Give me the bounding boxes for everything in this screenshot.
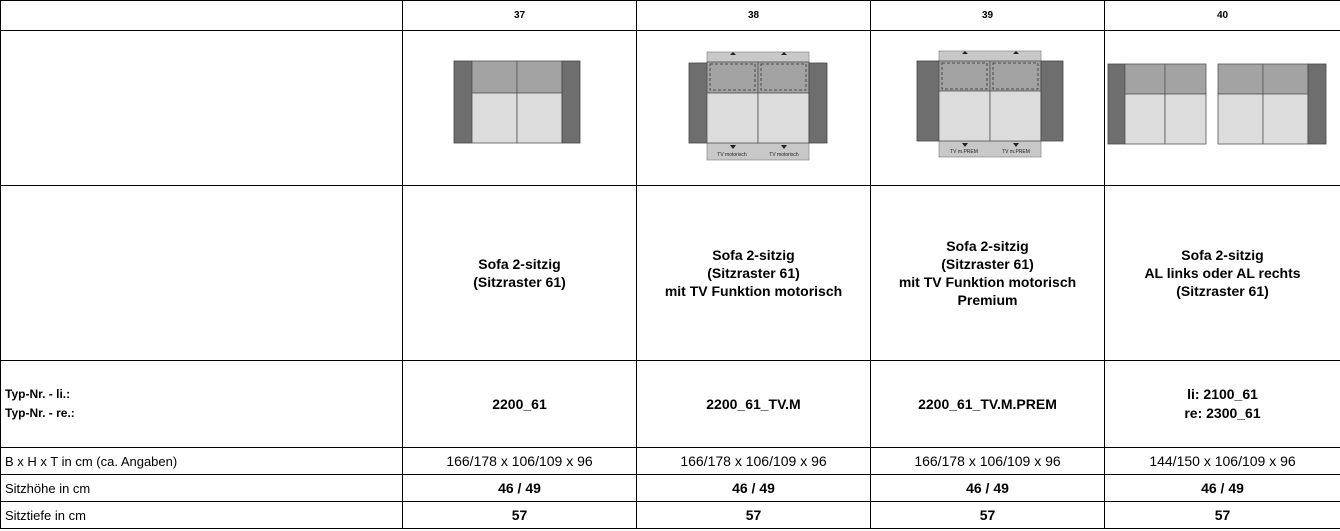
text-line: (Sitzraster 61) <box>707 265 800 281</box>
text-line: 2200_61_TV.M <box>706 395 801 412</box>
type-cell: li: 2100_61 re: 2300_61 <box>1104 360 1340 448</box>
text-line: li: 2100_61 <box>1187 386 1258 402</box>
header-cell: 40 <box>1104 0 1340 31</box>
type-label-cell: Typ-Nr. - li.: Typ-Nr. - re.: <box>0 360 403 448</box>
header-cell: 37 <box>402 0 637 31</box>
sketch-label: TV m.PREM <box>950 149 978 155</box>
spec-cell: 57 <box>636 501 871 529</box>
sketch-label: TV motorisch <box>717 152 747 158</box>
image-cell: TV motorisch TV motorisch <box>636 30 871 186</box>
spec-row: Sitzhöhe in cm 46 / 49 46 / 49 46 / 49 46 / … <box>0 474 1340 502</box>
text-line: (Sitzraster 61) <box>473 274 566 290</box>
row-label: Sitztiefe in cm <box>0 501 403 529</box>
description-cell: Sofa 2-sitzig (Sitzraster 61) mit TV Funkt… <box>870 185 1105 361</box>
text-line: 2200_61 <box>492 395 547 412</box>
header-row: 37 38 39 40 <box>0 0 1340 31</box>
spec-cell: 57 <box>1104 501 1340 529</box>
sofa-sketch <box>1107 63 1327 145</box>
image-cell: TV m.PREM TV m.PREM <box>870 30 1105 186</box>
image-cell <box>1104 30 1340 186</box>
type-cell: 2200_61 <box>402 360 637 448</box>
sofa-sketch: TV m.PREM TV m.PREM <box>916 50 1064 158</box>
text-line: re: 2300_61 <box>1184 405 1261 421</box>
type-cell: 2200_61_TV.M <box>636 360 871 448</box>
spec-cell: 166/178 x 106/109 x 96 <box>870 447 1105 475</box>
spec-cell: 144/150 x 106/109 x 96 <box>1104 447 1340 475</box>
description-row: Sofa 2-sitzig (Sitzraster 61) Sofa 2-sitz… <box>0 185 1340 361</box>
row-label: B x H x T in cm (ca. Angaben) <box>0 447 403 475</box>
spec-cell: 166/178 x 106/109 x 96 <box>636 447 871 475</box>
spec-cell: 57 <box>402 501 637 529</box>
sofa-sketch <box>453 60 581 144</box>
text-line: Premium <box>957 292 1018 308</box>
type-row: Typ-Nr. - li.: Typ-Nr. - re.: 2200_61 220… <box>0 360 1340 448</box>
text-line: mit TV Funktion motorisch <box>898 274 1077 290</box>
sketch-label: TV motorisch <box>769 152 799 158</box>
empty-cell <box>0 30 403 186</box>
spec-row: Sitztiefe in cm 57 57 57 57 <box>0 501 1340 529</box>
spec-cell: 46 / 49 <box>870 474 1105 502</box>
empty-cell <box>0 185 403 361</box>
text-line: (Sitzraster 61) <box>1176 283 1269 299</box>
type-cell: 2200_61_TV.M.PREM <box>870 360 1105 448</box>
description-cell: Sofa 2-sitzig AL links oder AL rechts (Sit… <box>1104 185 1340 361</box>
description-cell: Sofa 2-sitzig (Sitzraster 61) mit TV Funkt… <box>636 185 871 361</box>
header-cell: 39 <box>870 0 1105 31</box>
text-line: Typ-Nr. - re.: <box>5 406 75 420</box>
spec-cell: 46 / 49 <box>1104 474 1340 502</box>
text-line: Sofa 2-sitzig <box>712 247 795 263</box>
spec-cell: 57 <box>870 501 1105 529</box>
row-label: Sitzhöhe in cm <box>0 474 403 502</box>
text-line: Typ-Nr. - li.: <box>5 387 71 401</box>
text-line: 2200_61_TV.M.PREM <box>918 395 1057 412</box>
spec-cell: 166/178 x 106/109 x 96 <box>402 447 637 475</box>
sketch-label: TV m.PREM <box>1002 149 1030 155</box>
spec-cell: 46 / 49 <box>636 474 871 502</box>
spec-row: B x H x T in cm (ca. Angaben) 166/178 x 1… <box>0 447 1340 475</box>
description-cell: Sofa 2-sitzig (Sitzraster 61) <box>402 185 637 361</box>
text-line: Sofa 2-sitzig <box>946 238 1029 254</box>
image-cell <box>402 30 637 186</box>
text-line: AL links oder AL rechts <box>1144 265 1301 281</box>
text-line: Sofa 2-sitzig <box>478 256 561 272</box>
text-line: (Sitzraster 61) <box>941 256 1034 272</box>
empty-cell <box>0 0 403 31</box>
spec-cell: 46 / 49 <box>402 474 637 502</box>
header-cell: 38 <box>636 0 871 31</box>
text-line: Sofa 2-sitzig <box>1181 247 1264 263</box>
image-row: TV motorisch TV motorisch TV m.PREM TV m… <box>0 30 1340 186</box>
sofa-sketch: TV motorisch TV motorisch <box>688 51 828 161</box>
text-line: mit TV Funktion motorisch <box>664 283 843 299</box>
